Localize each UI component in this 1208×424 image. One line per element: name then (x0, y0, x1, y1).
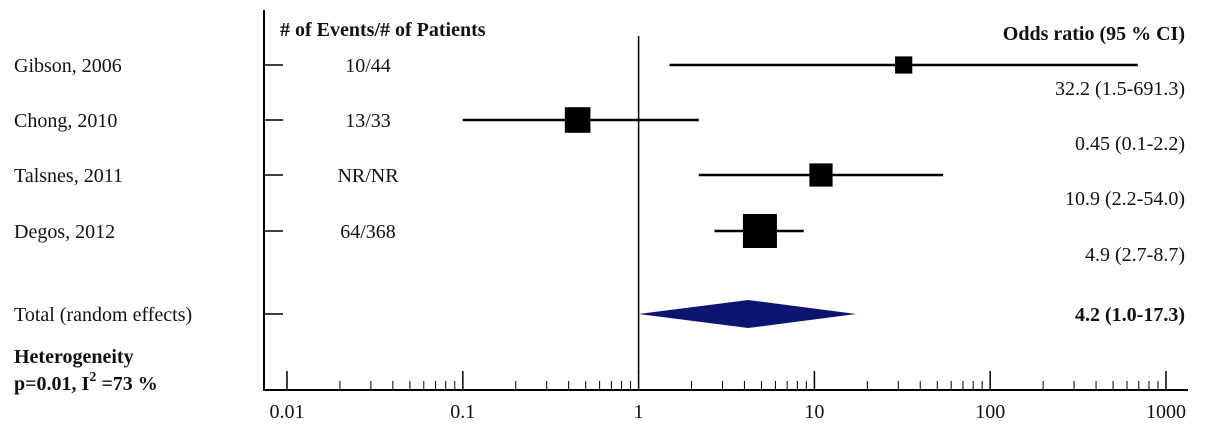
point-estimate-square (564, 107, 591, 133)
x-tick-label-1: 0.1 (450, 401, 475, 423)
study-events: 10/44 (345, 55, 391, 77)
x-axis-minor-ticks (339, 381, 1159, 390)
point-estimate-square (742, 214, 777, 248)
study-row: Chong, 2010 13/33 0.45 (0.1-2.2) (14, 107, 1185, 155)
point-estimate-square (895, 56, 913, 74)
study-or-text: 0.45 (0.1-2.2) (1075, 133, 1185, 155)
total-or-text: 4.2 (1.0-17.3) (1075, 304, 1185, 326)
study-label: Talsnes, 2011 (14, 165, 123, 187)
point-estimate-square (809, 163, 833, 187)
study-label: Chong, 2010 (14, 110, 117, 132)
x-tick-label-0: 0.01 (270, 401, 305, 423)
x-tick-label-5: 1000 (1146, 401, 1186, 423)
study-row: Talsnes, 2011 NR/NR 10.9 (2.2-54.0) (14, 163, 1185, 210)
study-or-text: 4.9 (2.7-8.7) (1085, 244, 1185, 266)
or-column-header: Odds ratio (95 % CI) (1003, 23, 1185, 45)
study-events: 64/368 (340, 221, 396, 243)
study-events: 13/33 (345, 110, 391, 132)
events-column-header: # of Events/# of Patients (280, 19, 486, 41)
x-tick-label-4: 100 (975, 401, 1005, 423)
study-or-text: 10.9 (2.2-54.0) (1065, 188, 1185, 210)
study-label: Gibson, 2006 (14, 55, 122, 77)
x-tick-label-3: 10 (804, 401, 824, 423)
summary-diamond (638, 300, 857, 328)
x-axis-ticks (286, 371, 1167, 390)
study-row: Degos, 2012 64/368 4.9 (2.7-8.7) (14, 214, 1185, 266)
y-axis-ticks (264, 64, 283, 315)
x-axis-tick-labels: 0.01 0.1 1 10 100 1000 (270, 401, 1187, 423)
study-row: Gibson, 2006 10/44 32.2 (1.5-691.3) (14, 55, 1185, 100)
total-label: Total (random effects) (14, 304, 192, 326)
study-rows: Gibson, 2006 10/44 32.2 (1.5-691.3) Chong, … (14, 55, 1185, 328)
heterogeneity-stat: p=0.01, I2 =73 % (14, 370, 158, 395)
heterogeneity-title: Heterogeneity (14, 346, 134, 368)
study-or-text: 32.2 (1.5-691.3) (1055, 78, 1185, 100)
study-events: NR/NR (337, 165, 399, 187)
total-row: Total (random effects) 4.2 (1.0-17.3) (14, 300, 1185, 328)
x-tick-label-2: 1 (634, 401, 644, 423)
study-label: Degos, 2012 (14, 221, 115, 243)
